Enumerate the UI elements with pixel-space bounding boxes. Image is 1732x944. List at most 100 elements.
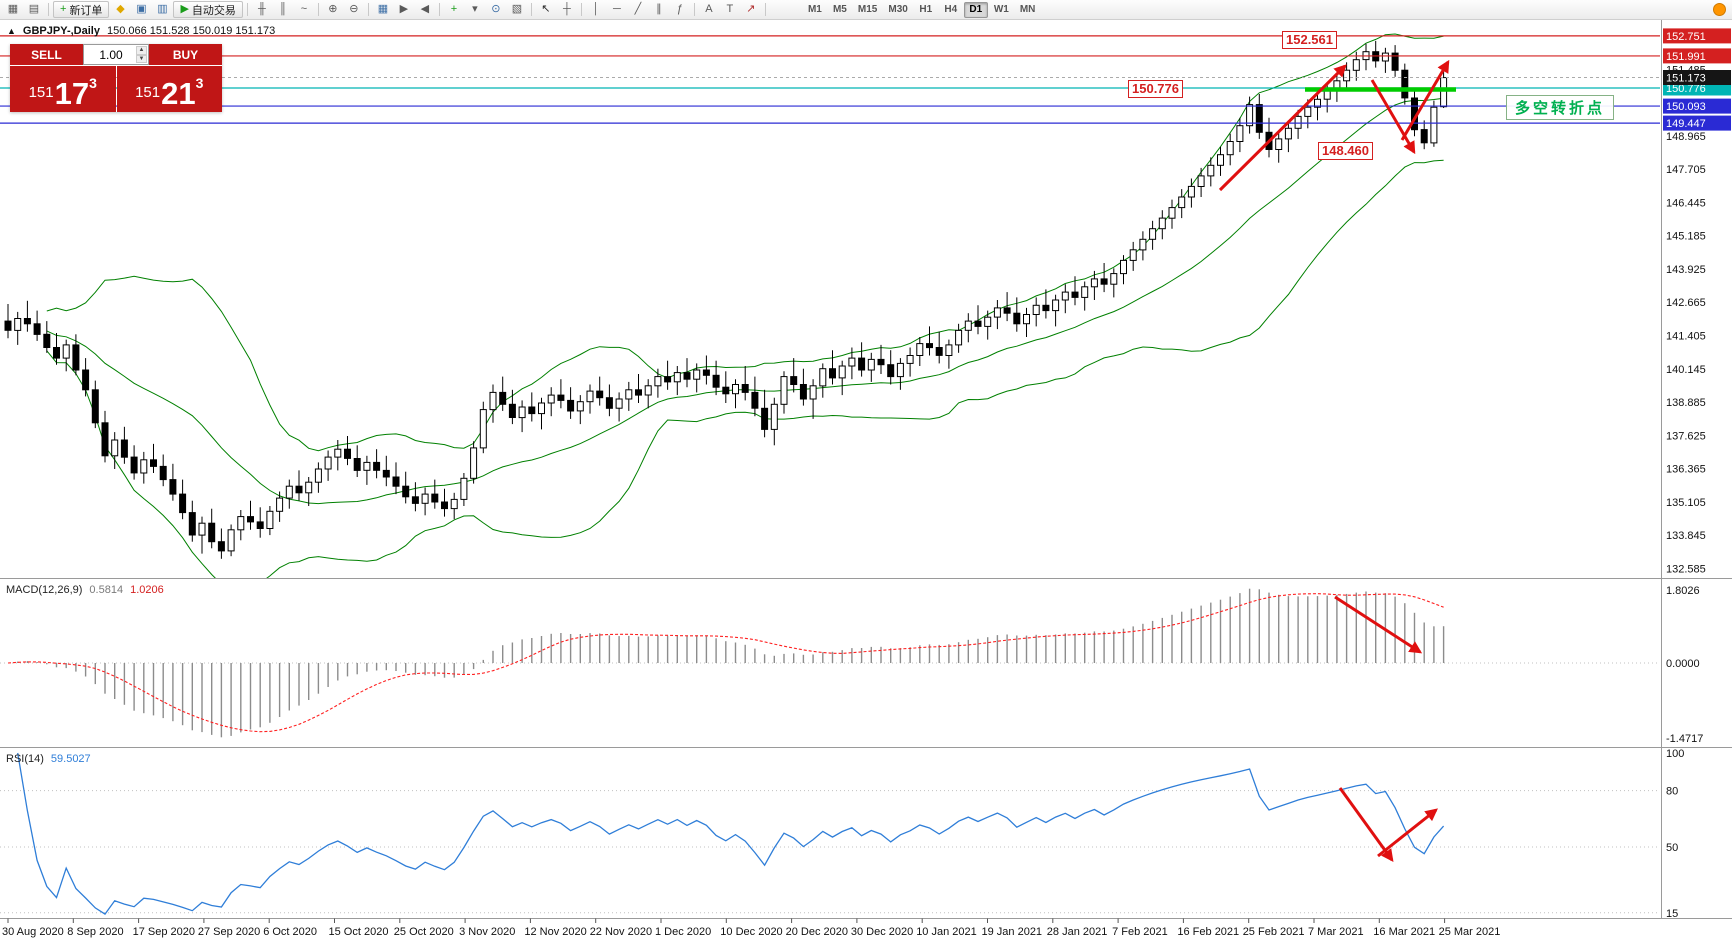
peak-price-annotation[interactable]: 152.561 bbox=[1282, 31, 1337, 49]
volume-down-icon[interactable]: ▼ bbox=[136, 54, 147, 63]
rsi-panel-layer[interactable] bbox=[0, 752, 1660, 915]
toolbar-items: ▦ ▤ + 新订单 ◆ ▣ ▥ ▶ 自动交易 ╫ ║ ~ ⊕ ⊖ ▦ ▶ ◀ + ▾ ⊙ ▧ ↖ ┼ │ ─ ╱ ∥ ƒ A T ↗ bbox=[3, 1, 769, 18]
ask-frac: 3 bbox=[195, 75, 204, 91]
svg-text:25 Mar 2021: 25 Mar 2021 bbox=[1439, 926, 1501, 938]
auto-scroll-icon[interactable]: ▶ bbox=[394, 1, 414, 18]
price-scale-badge bbox=[1663, 48, 1731, 64]
oneclick-toggle-icon[interactable]: ▲ bbox=[7, 26, 16, 36]
trendline-icon: ╱ bbox=[634, 3, 642, 15]
svg-text:150.776: 150.776 bbox=[1666, 83, 1706, 95]
market-watch-icon[interactable]: ▣ bbox=[131, 1, 151, 18]
svg-text:7 Mar 2021: 7 Mar 2021 bbox=[1308, 926, 1364, 938]
symbol-title: GBPJPY-,Daily bbox=[22, 25, 100, 37]
svg-text:27 Sep 2020: 27 Sep 2020 bbox=[198, 926, 260, 938]
chart-profiles-icon[interactable]: ▤ bbox=[24, 1, 44, 18]
metaeditor-icon: ◆ bbox=[116, 3, 125, 15]
tf-h1-button[interactable]: H1 bbox=[919, 4, 933, 15]
volume-input[interactable] bbox=[84, 45, 148, 64]
macd-signal-line bbox=[7, 593, 1444, 733]
svg-text:80: 80 bbox=[1666, 786, 1678, 798]
ask-main: 151 bbox=[135, 84, 161, 101]
candlestick-chart-icon[interactable]: ║ bbox=[273, 1, 293, 18]
low-price-annotation[interactable]: 148.460 bbox=[1318, 142, 1373, 160]
main-chart-layer[interactable] bbox=[0, 33, 1660, 588]
svg-text:3 Nov 2020: 3 Nov 2020 bbox=[459, 926, 515, 938]
svg-text:30 Dec 2020: 30 Dec 2020 bbox=[851, 926, 913, 938]
price-scale[interactable]: 151.485150.225148.965147.705146.445145.1… bbox=[1661, 20, 1732, 920]
time-axis[interactable]: 30 Aug 2020 8 Sep 2020 17 Sep 2020 27 Sep 2… bbox=[0, 578, 1732, 939]
fibonacci-icon[interactable]: ƒ bbox=[670, 1, 690, 18]
channel-icon[interactable]: ∥ bbox=[649, 1, 669, 18]
tile-windows-icon[interactable]: ▦ bbox=[373, 1, 393, 18]
vertical-line-icon[interactable]: │ bbox=[586, 1, 606, 18]
tf-m5-button[interactable]: M5 bbox=[832, 4, 847, 15]
svg-text:1 Dec 2020: 1 Dec 2020 bbox=[655, 926, 711, 938]
rsi-name: RSI(14) bbox=[6, 753, 44, 765]
tf-mn-button[interactable]: MN bbox=[1019, 4, 1036, 15]
text-icon[interactable]: A bbox=[699, 1, 719, 18]
autotrade-button[interactable]: ▶ 自动交易 bbox=[173, 1, 243, 18]
svg-text:19 Jan 2021: 19 Jan 2021 bbox=[982, 926, 1043, 938]
cursor-icon[interactable]: ↖ bbox=[536, 1, 556, 18]
svg-text:152.751: 152.751 bbox=[1666, 31, 1706, 43]
toolbar-separator bbox=[530, 3, 532, 16]
period-icon[interactable]: ⊙ bbox=[486, 1, 506, 18]
zoom-in-icon[interactable]: ⊕ bbox=[323, 1, 343, 18]
templates-icon[interactable]: ▧ bbox=[507, 1, 527, 18]
zoom-in-icon: ⊕ bbox=[328, 3, 338, 15]
bar-chart-icon[interactable]: ╫ bbox=[252, 1, 272, 18]
new-chart-icon[interactable]: ▦ bbox=[3, 1, 23, 18]
indicators-dropdown-icon[interactable]: ▾ bbox=[465, 1, 485, 18]
trend-arrow bbox=[1334, 595, 1423, 654]
buy-button[interactable]: BUY bbox=[149, 44, 222, 65]
neckline-price-annotation[interactable]: 150.776 bbox=[1128, 80, 1183, 98]
tf-h4-button[interactable]: H4 bbox=[944, 4, 958, 15]
horizontal-line-icon[interactable]: ─ bbox=[607, 1, 627, 18]
tf-m15-button[interactable]: M15 bbox=[857, 4, 878, 15]
ask-price-button[interactable]: 151 21 3 bbox=[116, 66, 222, 112]
rsi-value: 59.5027 bbox=[50, 753, 91, 765]
arrows-tool-icon[interactable]: ↗ bbox=[741, 1, 761, 18]
svg-text:151.173: 151.173 bbox=[1666, 73, 1706, 85]
period-icon: ⊙ bbox=[491, 3, 501, 15]
tf-m1-button[interactable]: M1 bbox=[807, 4, 822, 15]
bid-pips: 17 bbox=[54, 76, 90, 112]
indicators-dropdown-icon: ▾ bbox=[472, 3, 478, 15]
arrows-tool-icon: ↗ bbox=[746, 3, 756, 15]
zoom-out-icon: ⊖ bbox=[349, 3, 359, 15]
zoom-out-icon[interactable]: ⊖ bbox=[344, 1, 364, 18]
indicators-icon[interactable]: + bbox=[444, 1, 464, 18]
svg-text:10 Jan 2021: 10 Jan 2021 bbox=[916, 926, 977, 938]
new-order-button[interactable]: + 新订单 bbox=[53, 1, 110, 18]
text-icon: A bbox=[705, 3, 713, 15]
crosshair-icon: ┼ bbox=[563, 3, 571, 15]
svg-text:16 Mar 2021: 16 Mar 2021 bbox=[1373, 926, 1435, 938]
toolbar-separator bbox=[48, 3, 49, 16]
bid-frac: 3 bbox=[89, 75, 97, 91]
svg-text:150.093: 150.093 bbox=[1666, 101, 1706, 113]
sell-button[interactable]: SELL bbox=[10, 44, 83, 65]
svg-text:28 Jan 2021: 28 Jan 2021 bbox=[1047, 926, 1108, 938]
bid-price-button[interactable]: 151 17 3 bbox=[10, 66, 116, 112]
data-window-icon[interactable]: ▥ bbox=[152, 1, 172, 18]
line-chart-icon[interactable]: ~ bbox=[294, 1, 314, 18]
chart-shift-icon[interactable]: ◀ bbox=[415, 1, 435, 18]
metaeditor-icon[interactable]: ◆ bbox=[110, 1, 130, 18]
svg-text:136.365: 136.365 bbox=[1666, 464, 1706, 476]
macd-panel-layer[interactable] bbox=[0, 588, 1660, 738]
trendline-icon[interactable]: ╱ bbox=[628, 1, 648, 18]
bollinger-middle-band bbox=[46, 97, 1444, 505]
text-label-icon[interactable]: T bbox=[720, 1, 740, 18]
tf-m30-button[interactable]: M30 bbox=[888, 4, 908, 15]
tf-w1-button[interactable]: W1 bbox=[993, 4, 1009, 15]
turning-point-annotation[interactable]: 多空转折点 bbox=[1506, 95, 1615, 120]
svg-text:50: 50 bbox=[1666, 842, 1678, 854]
tf-d1-button[interactable]: D1 bbox=[963, 1, 988, 18]
volume-up-icon[interactable]: ▲ bbox=[136, 46, 147, 55]
crosshair-icon[interactable]: ┼ bbox=[557, 1, 577, 18]
svg-text:16 Feb 2021: 16 Feb 2021 bbox=[1177, 926, 1239, 938]
svg-text:12 Nov 2020: 12 Nov 2020 bbox=[524, 926, 586, 938]
svg-text:135.105: 135.105 bbox=[1666, 497, 1706, 509]
line-chart-icon: ~ bbox=[300, 3, 308, 15]
